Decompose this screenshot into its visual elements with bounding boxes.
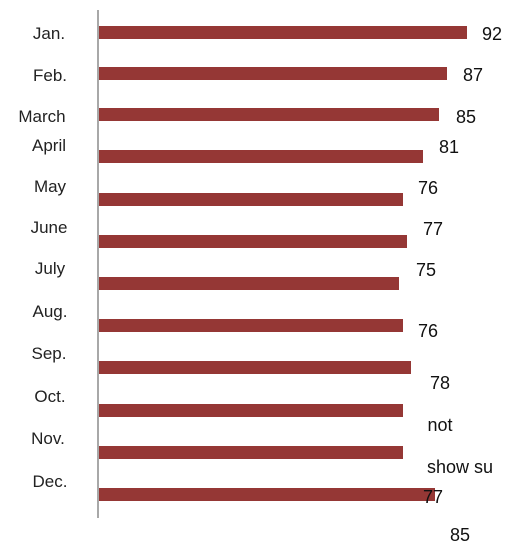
category-label: Feb. [33, 66, 67, 85]
data-label: 76 [418, 321, 438, 341]
bar-nov [99, 446, 403, 459]
data-label: 92 [482, 24, 502, 44]
bar-jan [99, 26, 467, 39]
category-label: Dec. [33, 472, 68, 491]
category-label: April [32, 136, 66, 155]
data-label: show su [427, 457, 493, 477]
bars-layer [99, 26, 467, 501]
data-label: not [427, 415, 452, 435]
bar-may [99, 193, 403, 206]
category-labels: Jan. Feb. March April May June July Aug. Sep. Oct… [18, 24, 67, 491]
data-label: 75 [416, 260, 436, 280]
stray-value-label: 85 [450, 525, 470, 545]
bar-march [99, 108, 439, 121]
bar-oct [99, 404, 403, 417]
category-label: June [31, 218, 68, 237]
value-labels: 92 87 85 81 76 77 75 76 78 not show su 77 [416, 24, 502, 507]
bar-dec [99, 488, 435, 501]
category-label: May [34, 177, 67, 196]
data-label: 87 [463, 65, 483, 85]
category-label: Nov. [31, 429, 65, 448]
bar-sep [99, 361, 411, 374]
bar-feb [99, 67, 447, 80]
bar-june [99, 235, 407, 248]
data-label: 76 [418, 178, 438, 198]
category-label: Jan. [33, 24, 65, 43]
data-label: 77 [423, 487, 443, 507]
data-label: 81 [439, 137, 459, 157]
bar-aug [99, 319, 403, 332]
category-label: Aug. [33, 302, 68, 321]
bar-april [99, 150, 423, 163]
category-label: Oct. [34, 387, 65, 406]
category-label: July [35, 259, 66, 278]
data-label: 85 [456, 107, 476, 127]
category-label: Sep. [32, 344, 67, 363]
data-label: 77 [423, 219, 443, 239]
category-label: March [18, 107, 65, 126]
data-label: 78 [430, 373, 450, 393]
bar-july [99, 277, 399, 290]
